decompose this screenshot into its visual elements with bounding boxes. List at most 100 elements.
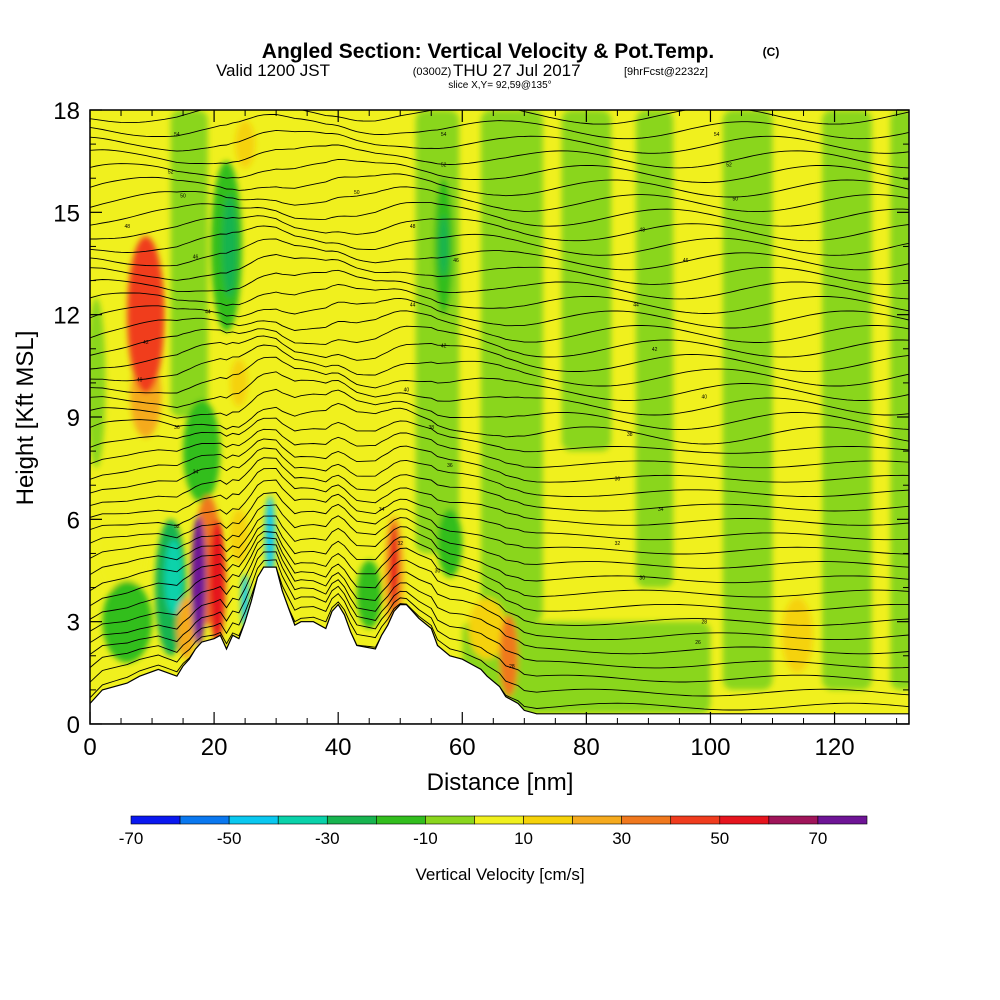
chart-title: Angled Section: Vertical Velocity & Pot.… [262, 40, 714, 63]
x-tick-label-0: 0 [83, 734, 96, 761]
isentrope-label-38: 26 [695, 640, 701, 646]
y-axis-label: Height [Kft MSL] [12, 331, 39, 506]
isentrope-label-13: 46 [453, 258, 459, 264]
isentrope-36 [90, 479, 909, 541]
isentrope-29 [90, 543, 909, 641]
isentrope-label-5: 52 [441, 163, 447, 169]
updraft-cell-1 [96, 512, 146, 595]
downdraft-cell-4 [183, 399, 221, 503]
isentrope-49 [90, 325, 909, 358]
isentrope-32 [90, 524, 909, 598]
isentrope-label-36: 30 [639, 575, 645, 581]
isentrope-label-16: 44 [410, 302, 416, 308]
isentrope-label-2: 54 [714, 132, 720, 138]
isentrope-25 [90, 566, 909, 697]
downdraft-cell-15 [439, 215, 449, 278]
colorbar-bin-1 [179, 815, 230, 825]
valid-time-line: Valid 1200 JST (0300Z) THU 27 Jul 2017 [… [216, 61, 708, 80]
isentrope-label-37: 28 [701, 620, 707, 626]
isentrope-47 [90, 344, 909, 387]
x-axis: 0 20 40 60 80 100 120 [83, 110, 898, 761]
isentrope-62 [90, 144, 909, 169]
isentrope-label-39: 28 [509, 664, 515, 670]
valid-time-prefix: Valid 1200 JST [216, 61, 330, 80]
updraft-cell-21 [499, 614, 519, 697]
colorbar-tick-label-7: 70 [808, 829, 827, 848]
colorbar-bin-11 [670, 815, 721, 825]
isentrope-31 [90, 531, 909, 612]
isentrope-52 [90, 284, 909, 314]
y-tick-label-0: 0 [67, 712, 80, 739]
isentrope-label-7: 50 [354, 190, 360, 196]
isentrope-label-3: 52 [726, 163, 732, 169]
isentrope-56 [90, 225, 909, 256]
isentrope-label-28: 36 [615, 476, 621, 482]
colorbar-bin-4 [326, 815, 377, 825]
isentrope-35 [90, 492, 909, 555]
isentrope-42 [90, 417, 909, 454]
sinking-band-2 [480, 110, 543, 622]
downdraft-cell-19 [164, 539, 184, 615]
colorbar-bin-14 [817, 815, 868, 825]
valid-date: THU 27 Jul 2017 [453, 61, 581, 80]
isentrope-48 [90, 335, 909, 373]
colorbar: -70 -50 -30 -10 10 30 50 70 [119, 815, 868, 848]
isentrope-label-23: 40 [701, 395, 707, 401]
isentrope-label-30: 34 [379, 507, 385, 513]
isentrope-label-1: 54 [441, 132, 447, 138]
colorbar-tick-label-3: -10 [413, 829, 438, 848]
x-tick-label-1: 20 [201, 734, 228, 761]
isentrope-label-18: 42 [441, 343, 447, 349]
colorbar-bin-3 [277, 815, 328, 825]
y-tick-label-4: 12 [53, 303, 80, 330]
y-tick-label-2: 6 [67, 507, 80, 534]
colorbar-bin-9 [572, 815, 622, 825]
potential-temperature-contours [90, 110, 909, 711]
updraft-cell-25 [209, 519, 226, 643]
sinking-band-7 [890, 110, 909, 690]
isentrope-label-27: 36 [447, 463, 453, 469]
isentrope-label-0: 54 [174, 132, 180, 138]
isentrope-40 [90, 438, 909, 483]
forecast-run: [9hrFcst@2232z] [624, 66, 708, 78]
terrain-profile [90, 566, 909, 724]
isentrope-61 [90, 158, 909, 183]
x-tick-label-4: 80 [573, 734, 600, 761]
colorbar-tick-label-2: -30 [315, 829, 340, 848]
isentrope-57 [90, 215, 909, 242]
isentrope-label-29: 34 [193, 470, 199, 476]
y-tick-label-3: 9 [67, 405, 80, 432]
sinking-band-0 [170, 110, 208, 417]
isentrope-label-15: 44 [205, 309, 211, 315]
isentrope-label-4: 52 [168, 169, 174, 175]
colorbar-tick-label-4: 10 [514, 829, 533, 848]
isentrope-label-12: 46 [193, 255, 199, 261]
updraft-cell-9 [468, 597, 506, 660]
isentrope-label-6: 50 [180, 193, 186, 199]
downdraft-cell-14 [222, 195, 238, 298]
isentrope-45 [90, 371, 909, 416]
isentrope-label-35: 30 [435, 569, 441, 575]
isentrope-55 [90, 238, 909, 271]
isentrope-label-9: 48 [124, 224, 130, 230]
x-tick-label-6: 120 [815, 734, 855, 761]
x-tick-label-5: 100 [690, 734, 730, 761]
y-tick-label-1: 3 [67, 610, 80, 637]
isentrope-46 [90, 356, 909, 401]
isentrope-66 [572, 110, 812, 111]
colorbar-tick-label-1: -50 [217, 829, 242, 848]
isentrope-38 [90, 457, 909, 512]
isentrope-63 [90, 129, 909, 154]
plot-area: 54 54 54 52 52 52 50 50 50 48 48 48 46 46 46 44 44 44 42 42… [90, 110, 909, 724]
isentrope-labels: 54 54 54 52 52 52 50 50 50 48 48 48 46 46 46 44 44 44 42 42… [124, 132, 738, 670]
isentrope-label-10: 48 [410, 224, 416, 230]
isentrope-64 [90, 113, 909, 140]
isentrope-60 [90, 173, 909, 198]
isentrope-30 [90, 537, 909, 626]
isentrope-41 [90, 428, 909, 469]
isentrope-label-31: 34 [658, 507, 664, 513]
downdraft-cell-2 [102, 580, 153, 663]
x-axis-label: Distance [nm] [427, 769, 574, 796]
